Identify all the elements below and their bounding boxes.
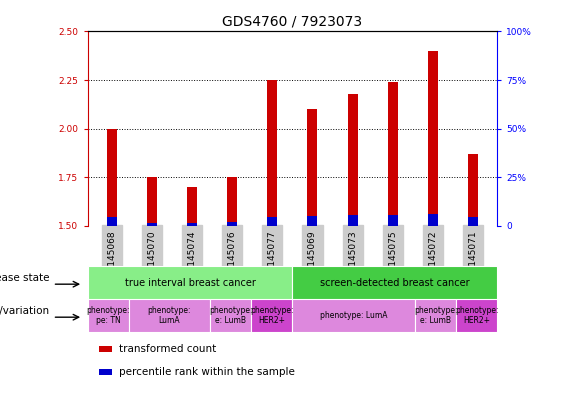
Text: genotype/variation: genotype/variation (0, 306, 49, 316)
Title: GDS4760 / 7923073: GDS4760 / 7923073 (222, 15, 363, 29)
Text: disease state: disease state (0, 273, 49, 283)
Bar (107, 217, 117, 226)
Bar (293, 266, 497, 299)
Bar (227, 177, 237, 226)
Text: phenotype:
LumA: phenotype: LumA (148, 306, 191, 325)
Bar (147, 223, 157, 226)
Bar (211, 299, 251, 332)
Bar (251, 299, 293, 332)
Text: phenotype:
e: LumB: phenotype: e: LumB (209, 306, 253, 325)
Text: phenotype: LumA: phenotype: LumA (320, 311, 388, 320)
Bar (187, 187, 197, 226)
Bar (88, 266, 293, 299)
Text: percentile rank within the sample: percentile rank within the sample (119, 367, 295, 377)
Bar (468, 217, 478, 226)
Bar (428, 214, 438, 226)
Bar (468, 154, 478, 226)
Bar (347, 215, 358, 226)
Bar (187, 223, 197, 226)
Bar (99, 346, 112, 352)
Bar (88, 299, 129, 332)
Text: transformed count: transformed count (119, 344, 216, 354)
Bar (267, 80, 277, 226)
Text: screen-detected breast cancer: screen-detected breast cancer (320, 277, 470, 288)
Bar (99, 369, 112, 375)
Bar (129, 299, 211, 332)
Bar (107, 129, 117, 226)
Bar (307, 216, 318, 226)
Bar (307, 109, 318, 226)
Text: phenotype:
e: LumB: phenotype: e: LumB (414, 306, 458, 325)
Bar (388, 82, 398, 226)
Bar (227, 222, 237, 226)
Text: phenotype:
HER2+: phenotype: HER2+ (250, 306, 294, 325)
Bar (428, 51, 438, 226)
Bar (457, 299, 497, 332)
Bar (388, 215, 398, 226)
Bar (147, 177, 157, 226)
Bar (415, 299, 457, 332)
Bar (347, 94, 358, 226)
Text: true interval breast cancer: true interval breast cancer (124, 277, 255, 288)
Bar (293, 299, 415, 332)
Bar (267, 217, 277, 226)
Text: phenotype:
pe: TN: phenotype: pe: TN (86, 306, 130, 325)
Text: phenotype:
HER2+: phenotype: HER2+ (455, 306, 498, 325)
